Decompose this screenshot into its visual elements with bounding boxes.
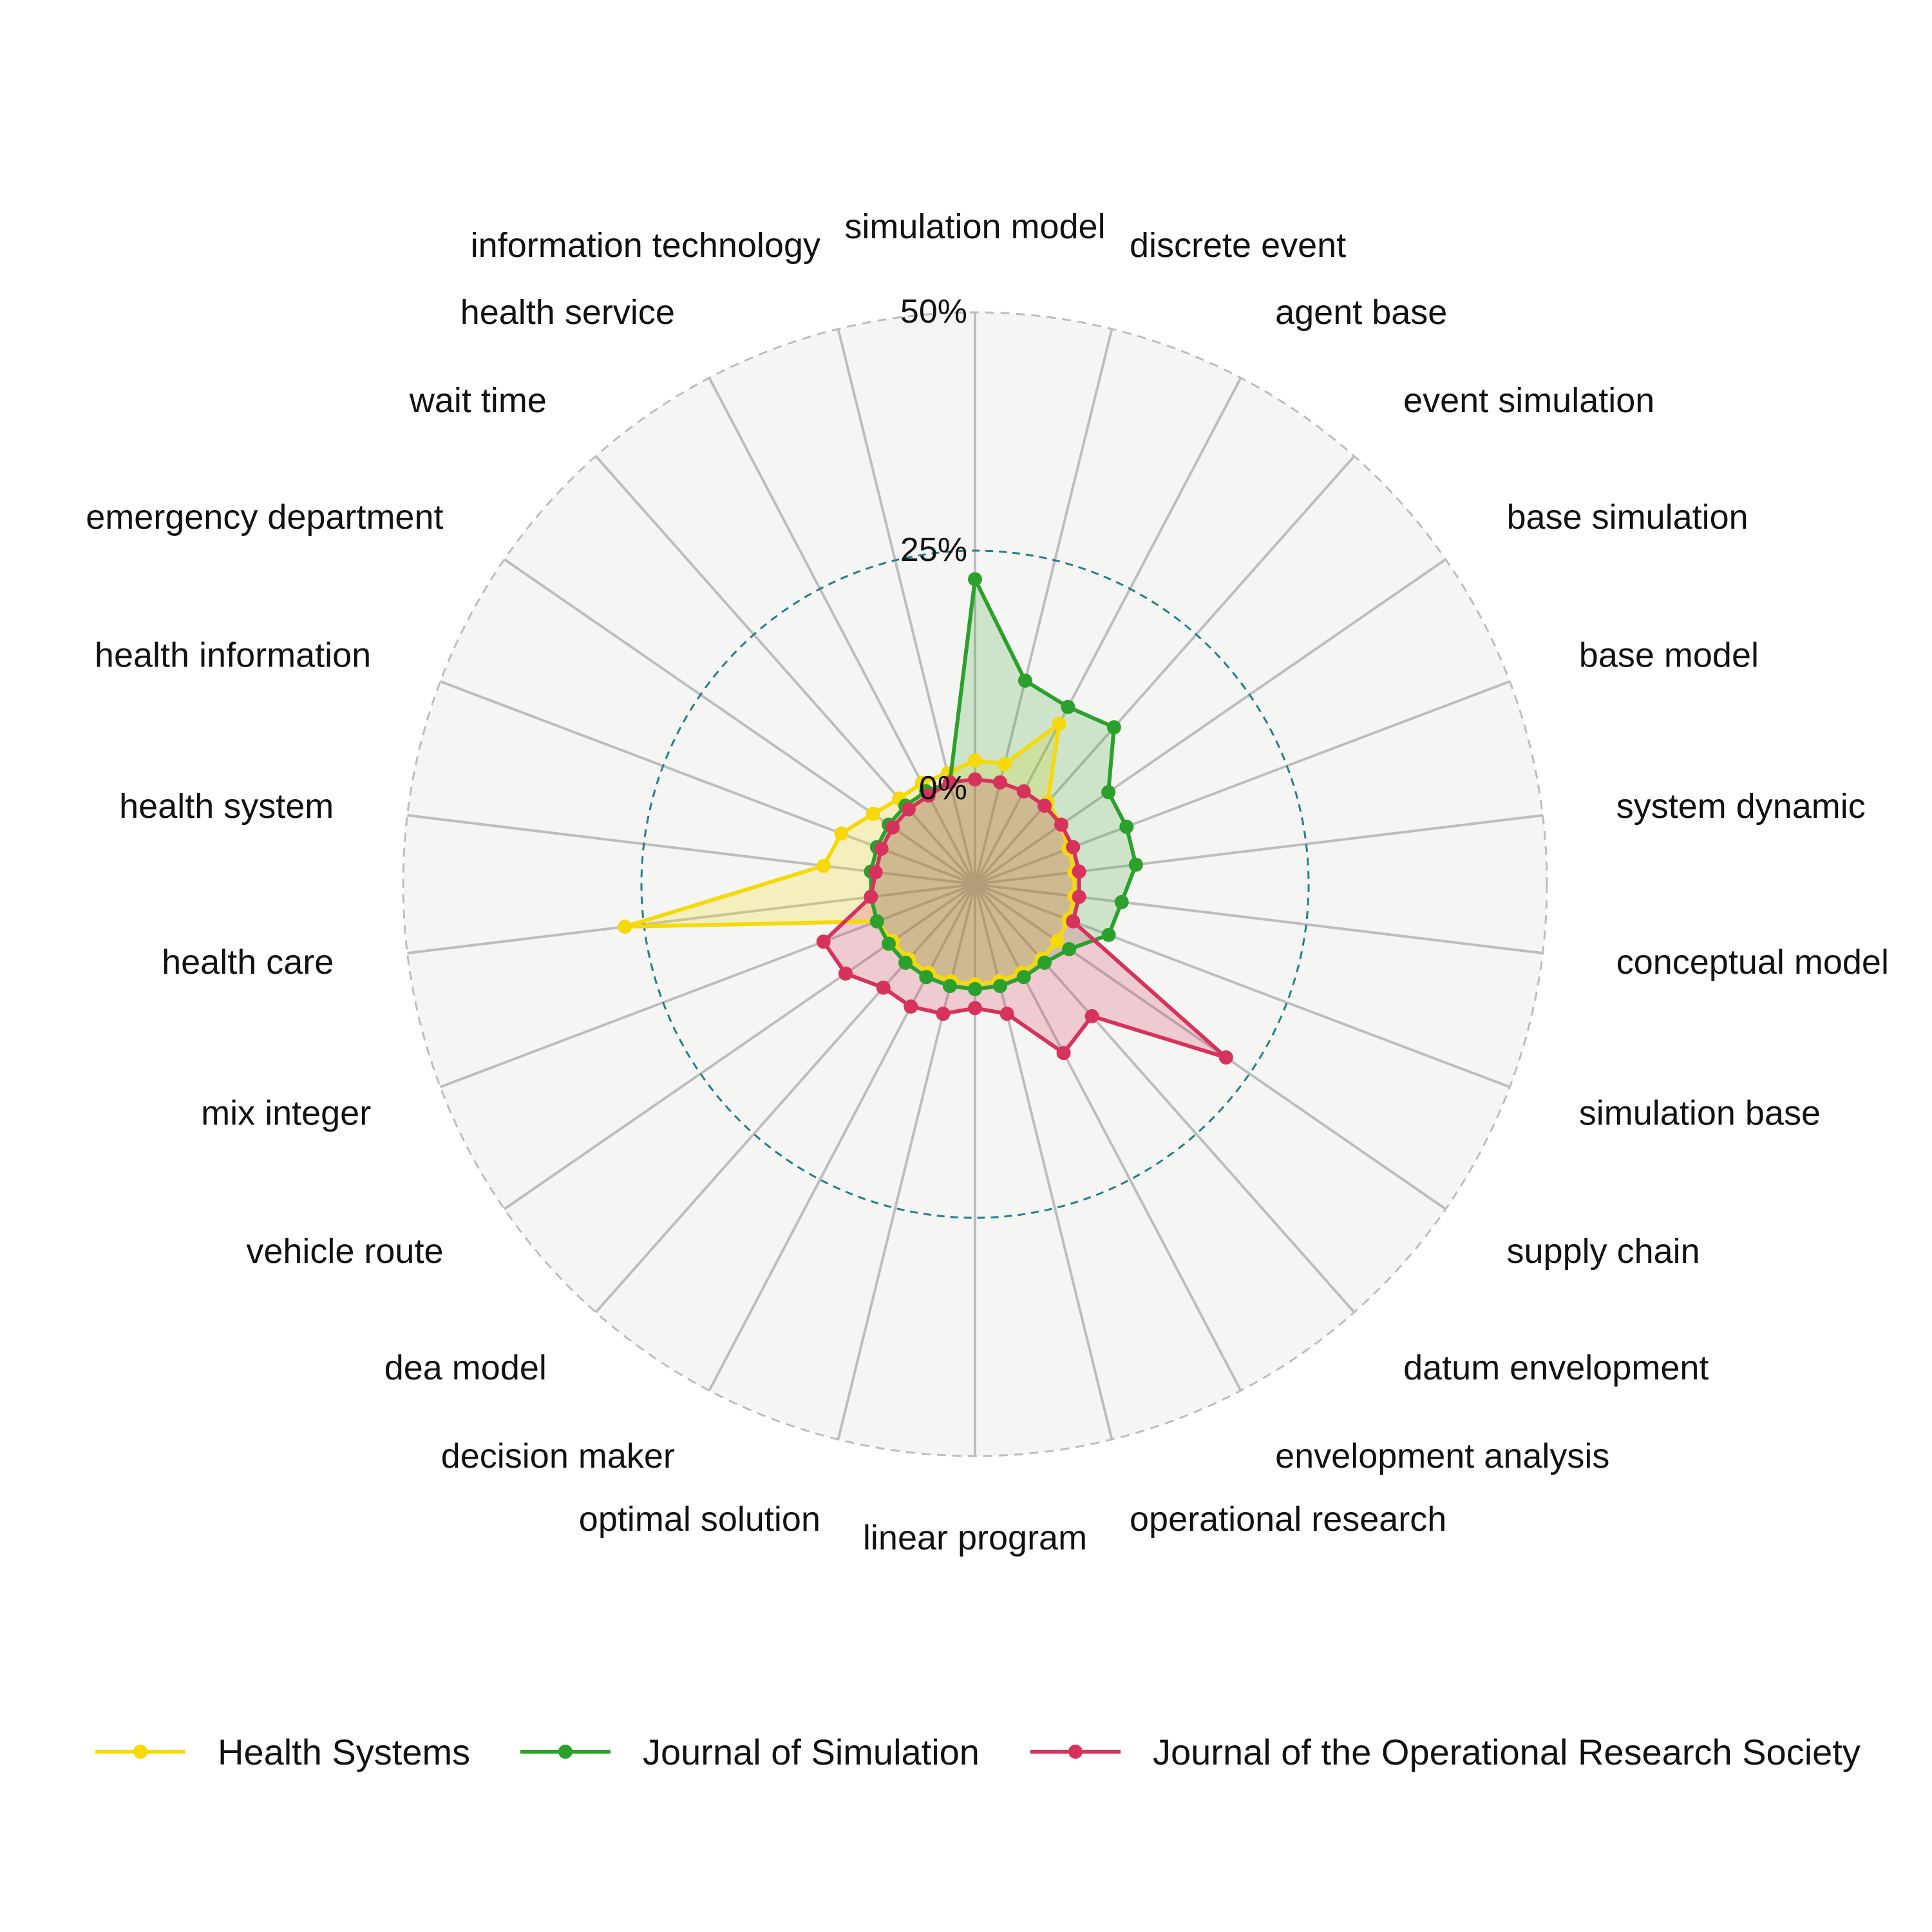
legend: Health Systems Journal of Simulation Journ…: [95, 1732, 1861, 1772]
point-journal-of-the-operational-research-society-operational-research: [1000, 1007, 1014, 1021]
point-journal-of-simulation-decision-maker: [919, 970, 933, 984]
tick-label-2: 50%: [900, 293, 967, 330]
category-label-conceptual-model: conceptual model: [1616, 943, 1889, 981]
tick-label-1: 25%: [900, 531, 967, 569]
point-journal-of-the-operational-research-society-supply-chain: [1219, 1050, 1233, 1065]
category-label-vehicle-route: vehicle route: [246, 1232, 443, 1271]
category-label-datum-envelopment: datum envelopment: [1403, 1349, 1709, 1387]
category-label-information-technology: information technology: [471, 226, 820, 265]
point-journal-of-simulation-supply-chain: [1062, 942, 1076, 956]
point-health-systems-agent-base: [1052, 717, 1066, 731]
category-label-simulation-model: simulation model: [844, 207, 1105, 246]
point-journal-of-the-operational-research-society-linear-program: [968, 1001, 982, 1015]
legend-marker-journal-of-the-operational-research-society: [1068, 1745, 1083, 1759]
category-label-health-system: health system: [119, 787, 334, 826]
point-journal-of-the-operational-research-society-decision-maker: [904, 999, 918, 1014]
point-journal-of-simulation-conceptual-model: [1115, 895, 1129, 909]
point-journal-of-simulation-linear-program: [968, 982, 982, 996]
point-journal-of-the-operational-research-society-conceptual-model: [1072, 890, 1086, 904]
point-health-systems-supply-chain: [1050, 934, 1065, 948]
category-label-envelopment-analysis: envelopment analysis: [1275, 1437, 1609, 1475]
point-health-systems-simulation-model: [968, 753, 982, 768]
point-journal-of-the-operational-research-society-agent-base: [1017, 784, 1031, 799]
legend-label-journal-of-simulation: Journal of Simulation: [643, 1732, 980, 1772]
point-journal-of-the-operational-research-society-dea-model: [876, 981, 891, 995]
category-label-simulation-base: simulation base: [1579, 1094, 1821, 1133]
point-journal-of-simulation-agent-base: [1061, 700, 1075, 714]
point-journal-of-simulation-base-model: [1119, 820, 1133, 834]
category-label-mix-integer: mix integer: [201, 1094, 371, 1133]
point-health-systems-health-system: [817, 859, 831, 873]
category-label-system-dynamic: system dynamic: [1616, 787, 1866, 826]
point-journal-of-the-operational-research-society-envelopment-analysis: [1057, 1046, 1071, 1060]
category-label-supply-chain: supply chain: [1507, 1232, 1700, 1271]
legend-marker-health-systems: [133, 1745, 147, 1759]
category-label-emergency-department: emergency department: [86, 498, 443, 536]
point-journal-of-simulation-optimal-solution: [943, 979, 957, 993]
category-label-wait-time: wait time: [409, 381, 547, 420]
category-label-decision-maker: decision maker: [441, 1437, 675, 1475]
point-journal-of-the-operational-research-society-emergency-department: [886, 820, 900, 835]
point-journal-of-simulation-operational-research: [993, 979, 1007, 993]
category-label-base-simulation: base simulation: [1507, 498, 1748, 536]
point-journal-of-the-operational-research-society-vehicle-route: [838, 967, 853, 981]
point-journal-of-simulation-base-simulation: [1101, 785, 1115, 799]
point-journal-of-simulation-vehicle-route: [882, 937, 896, 951]
category-label-health-care: health care: [162, 943, 334, 981]
point-health-systems-health-care: [618, 920, 632, 934]
tick-label-0: 0%: [919, 770, 967, 807]
point-journal-of-the-operational-research-society-datum-envelopment: [1085, 1009, 1099, 1023]
point-journal-of-the-operational-research-society-simulation-model: [968, 772, 982, 786]
point-journal-of-the-operational-research-society-health-care: [864, 890, 878, 904]
point-journal-of-simulation-mix-integer: [870, 914, 884, 929]
point-health-systems-health-information: [834, 826, 848, 840]
category-label-dea-model: dea model: [384, 1349, 547, 1387]
point-journal-of-the-operational-research-society-event-simulation: [1037, 799, 1052, 813]
point-health-systems-emergency-department: [866, 807, 880, 821]
category-label-event-simulation: event simulation: [1403, 381, 1654, 420]
point-journal-of-the-operational-research-society-discrete-event: [993, 775, 1007, 790]
point-journal-of-simulation-discrete-event: [1018, 674, 1032, 688]
point-journal-of-simulation-envelopment-analysis: [1017, 970, 1031, 984]
point-journal-of-the-operational-research-society-health-information: [875, 842, 889, 856]
point-journal-of-simulation-system-dynamic: [1129, 858, 1143, 872]
point-journal-of-the-operational-research-society-wait-time: [902, 802, 916, 817]
category-label-discrete-event: discrete event: [1130, 226, 1346, 265]
category-label-health-service: health service: [460, 293, 675, 332]
category-label-health-information: health information: [95, 636, 371, 674]
category-label-agent-base: agent base: [1275, 293, 1447, 332]
category-label-linear-program: linear program: [863, 1519, 1087, 1557]
legend-label-health-systems: Health Systems: [218, 1732, 470, 1772]
point-health-systems-discrete-event: [998, 757, 1012, 771]
point-journal-of-the-operational-research-society-base-model: [1066, 840, 1080, 854]
point-journal-of-simulation-simulation-base: [1102, 928, 1116, 942]
point-journal-of-the-operational-research-society-system-dynamic: [1072, 864, 1086, 878]
point-journal-of-the-operational-research-society-optimal-solution: [936, 1007, 950, 1021]
point-journal-of-the-operational-research-society-mix-integer: [817, 934, 831, 949]
point-journal-of-the-operational-research-society-base-simulation: [1054, 818, 1068, 832]
category-label-operational-research: operational research: [1130, 1500, 1446, 1539]
point-journal-of-simulation-dea-model: [898, 956, 913, 970]
point-journal-of-the-operational-research-society-health-system: [869, 865, 883, 879]
legend-marker-journal-of-simulation: [558, 1745, 573, 1759]
legend-label-journal-of-the-operational-research-society: Journal of the Operational Research Soci…: [1153, 1732, 1861, 1772]
category-label-base-model: base model: [1579, 636, 1759, 674]
point-journal-of-simulation-event-simulation: [1107, 720, 1121, 734]
point-journal-of-simulation-simulation-model: [968, 572, 982, 586]
point-journal-of-the-operational-research-society-simulation-base: [1066, 914, 1080, 929]
point-journal-of-simulation-datum-envelopment: [1037, 956, 1052, 970]
category-label-optimal-solution: optimal solution: [579, 1500, 820, 1539]
